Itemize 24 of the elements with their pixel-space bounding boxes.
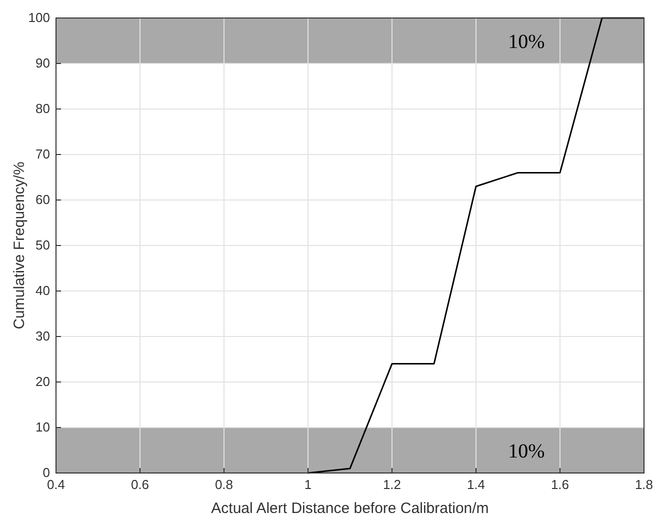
- x-tick-label: 1.4: [466, 477, 486, 492]
- band-label: 10%: [508, 440, 545, 462]
- y-axis-title: Cumulative Frequency/%: [11, 162, 28, 330]
- y-tick-label: 20: [36, 374, 50, 389]
- x-tick-label: 0.6: [130, 477, 150, 492]
- x-tick-label: 1.8: [634, 477, 654, 492]
- y-tick-label: 10: [36, 420, 50, 434]
- y-tick-label: 70: [36, 146, 50, 162]
- x-tick-label: 0.8: [214, 477, 234, 492]
- band-label: 10%: [508, 30, 545, 53]
- x-tick-label: 1: [304, 477, 312, 492]
- y-tick-label: 100: [28, 10, 50, 25]
- x-tick-label: 1.6: [550, 477, 570, 492]
- y-tick-label: 60: [36, 192, 50, 207]
- y-tick-label: 30: [36, 328, 50, 344]
- x-axis-title: Actual Alert Distance before Calibration/m: [211, 500, 489, 517]
- y-tick-label: 50: [36, 238, 50, 252]
- x-tick-label: 0.4: [46, 477, 66, 492]
- line-series: [307, 17, 645, 474]
- y-tick-label: 0: [42, 465, 50, 480]
- y-tick-label: 80: [36, 101, 50, 116]
- x-tick-label: 1.2: [382, 477, 402, 492]
- y-tick-label: 90: [36, 56, 50, 70]
- y-tick-label: 40: [36, 283, 50, 298]
